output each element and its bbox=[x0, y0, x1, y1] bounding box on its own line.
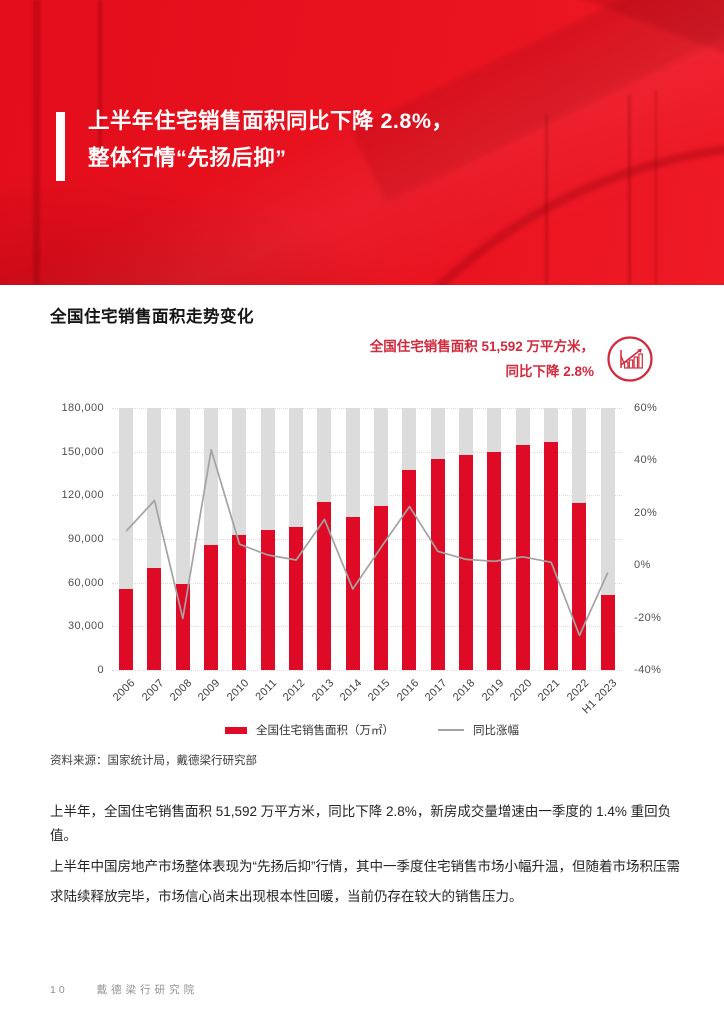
annotation-text: 全国住宅销售面积 51,592 万平方米， 同比下降 2.8% bbox=[370, 334, 594, 384]
chart-title: 全国住宅销售面积走势变化 bbox=[50, 308, 254, 326]
chart-column-2014 bbox=[339, 408, 367, 670]
header-banner: 上半年住宅销售面积同比下降 2.8%， 整体行情“先扬后抑” bbox=[0, 0, 724, 285]
chart-column-H1 2023 bbox=[594, 408, 622, 670]
page-title: 上半年住宅销售面积同比下降 2.8%， 整体行情“先扬后抑” bbox=[88, 103, 453, 177]
left-axis-tick: 0 bbox=[97, 664, 104, 676]
chart-column-2013 bbox=[310, 408, 338, 670]
right-axis-tick: 0% bbox=[634, 559, 651, 572]
annotation-line1: 全国住宅销售面积 51,592 万平方米， bbox=[369, 339, 594, 354]
chart-column-2010 bbox=[225, 408, 253, 670]
chart-column-2012 bbox=[282, 408, 310, 670]
grid-line bbox=[112, 408, 622, 409]
yoy-growth-line bbox=[125, 449, 609, 637]
page-number: 10 bbox=[50, 984, 68, 996]
chart-legend: 全国住宅销售面积（万㎡） 同比涨幅 bbox=[10, 722, 724, 738]
sales-area-bar-2013 bbox=[317, 501, 332, 670]
left-axis-tick: 60,000 bbox=[67, 576, 104, 589]
right-axis-tick: -40% bbox=[634, 664, 662, 676]
chart-plot-area bbox=[112, 408, 622, 671]
banner-photo-highlight bbox=[0, 0, 724, 285]
left-axis-tick: 150,000 bbox=[61, 445, 104, 458]
banner-photo-line bbox=[655, 90, 657, 285]
right-axis-tick: -20% bbox=[634, 611, 662, 624]
annotation-line2: 同比下降 2.8% bbox=[505, 364, 594, 379]
chart-column-2006 bbox=[112, 408, 140, 670]
page-title-line1: 上半年住宅销售面积同比下降 2.8%， bbox=[88, 109, 454, 133]
body-paragraph-1: 上半年，全国住宅销售面积 51,592 万平方米，同比下降 2.8%，新房成交量… bbox=[50, 804, 672, 843]
sales-area-bar-2014 bbox=[345, 517, 360, 670]
banner-photo-line bbox=[33, 0, 40, 285]
sales-area-bar-2021 bbox=[544, 442, 559, 670]
right-axis-tick: 20% bbox=[634, 506, 658, 519]
bar-series-swatch bbox=[225, 726, 247, 734]
grid-line bbox=[112, 582, 622, 584]
grid-line bbox=[112, 495, 622, 497]
right-axis-tick: 60% bbox=[634, 402, 658, 414]
left-axis-tick: 180,000 bbox=[61, 402, 104, 414]
left-axis-tick: 30,000 bbox=[67, 620, 104, 633]
left-axis-tick: 90,000 bbox=[67, 533, 104, 545]
grid-line bbox=[112, 539, 622, 540]
chart-column-2017 bbox=[424, 408, 452, 670]
banner-photo-line bbox=[545, 115, 548, 285]
title-accent-bar bbox=[56, 112, 65, 181]
line-series-swatch bbox=[438, 729, 464, 731]
sales-area-bar-2006 bbox=[119, 589, 134, 670]
banner-photo-line bbox=[628, 95, 631, 285]
page-title-line2: 整体行情“先扬后抑” bbox=[88, 146, 287, 170]
footer-brand: 戴德梁行研究院 bbox=[96, 984, 199, 996]
banner-photo-line bbox=[98, 0, 102, 160]
legend-label-yoy: 同比涨幅 bbox=[473, 725, 519, 737]
sales-area-chart: 180,000 150,000 120,000 90,000 60,000 30,000 0… bbox=[0, 398, 724, 728]
sales-area-bar-H1 2023 bbox=[600, 594, 615, 670]
chart-column-2011 bbox=[254, 408, 282, 670]
chart-column-2021 bbox=[537, 408, 565, 670]
chart-column-2016 bbox=[395, 408, 423, 670]
sales-area-bar-2011 bbox=[260, 529, 275, 670]
sales-area-bar-2009 bbox=[204, 544, 219, 670]
yoy-line-series bbox=[125, 449, 609, 637]
sales-area-bar-2018 bbox=[459, 454, 474, 670]
grid-line bbox=[112, 626, 622, 628]
sales-area-bar-2010 bbox=[232, 534, 247, 670]
chart-column-2018 bbox=[452, 408, 480, 670]
chart-annotation: 全国住宅销售面积 51,592 万平方米， 同比下降 2.8% bbox=[370, 334, 654, 384]
legend-item-yoy: 同比涨幅 bbox=[438, 722, 519, 738]
legend-item-sales-area: 全国住宅销售面积（万㎡） bbox=[225, 722, 394, 738]
chart-column-2007 bbox=[140, 408, 168, 670]
grid-line bbox=[112, 670, 622, 671]
sales-area-bar-2015 bbox=[374, 506, 389, 670]
source-note: 资料来源：国家统计局，戴德梁行研究部 bbox=[50, 755, 257, 767]
page-footer: 10 戴德梁行研究院 bbox=[50, 982, 198, 997]
chart-column-2015 bbox=[367, 408, 395, 670]
sales-area-bar-2007 bbox=[147, 567, 162, 670]
banner-photo-shadow bbox=[0, 170, 440, 285]
right-axis-tick: 40% bbox=[634, 454, 658, 467]
body-paragraph-2: 上半年中国房地产市场整体表现为“先扬后抑”行情，其中一季度住宅销售市场小幅升温，… bbox=[50, 859, 680, 904]
sales-area-bar-2016 bbox=[402, 469, 417, 670]
left-axis-tick: 120,000 bbox=[61, 489, 104, 502]
growth-chart-icon bbox=[607, 336, 653, 382]
sales-area-bar-2017 bbox=[430, 459, 445, 670]
sales-area-bar-2012 bbox=[289, 526, 304, 670]
grid-line bbox=[112, 451, 622, 453]
legend-label-sales-area: 全国住宅销售面积（万㎡） bbox=[256, 725, 394, 737]
